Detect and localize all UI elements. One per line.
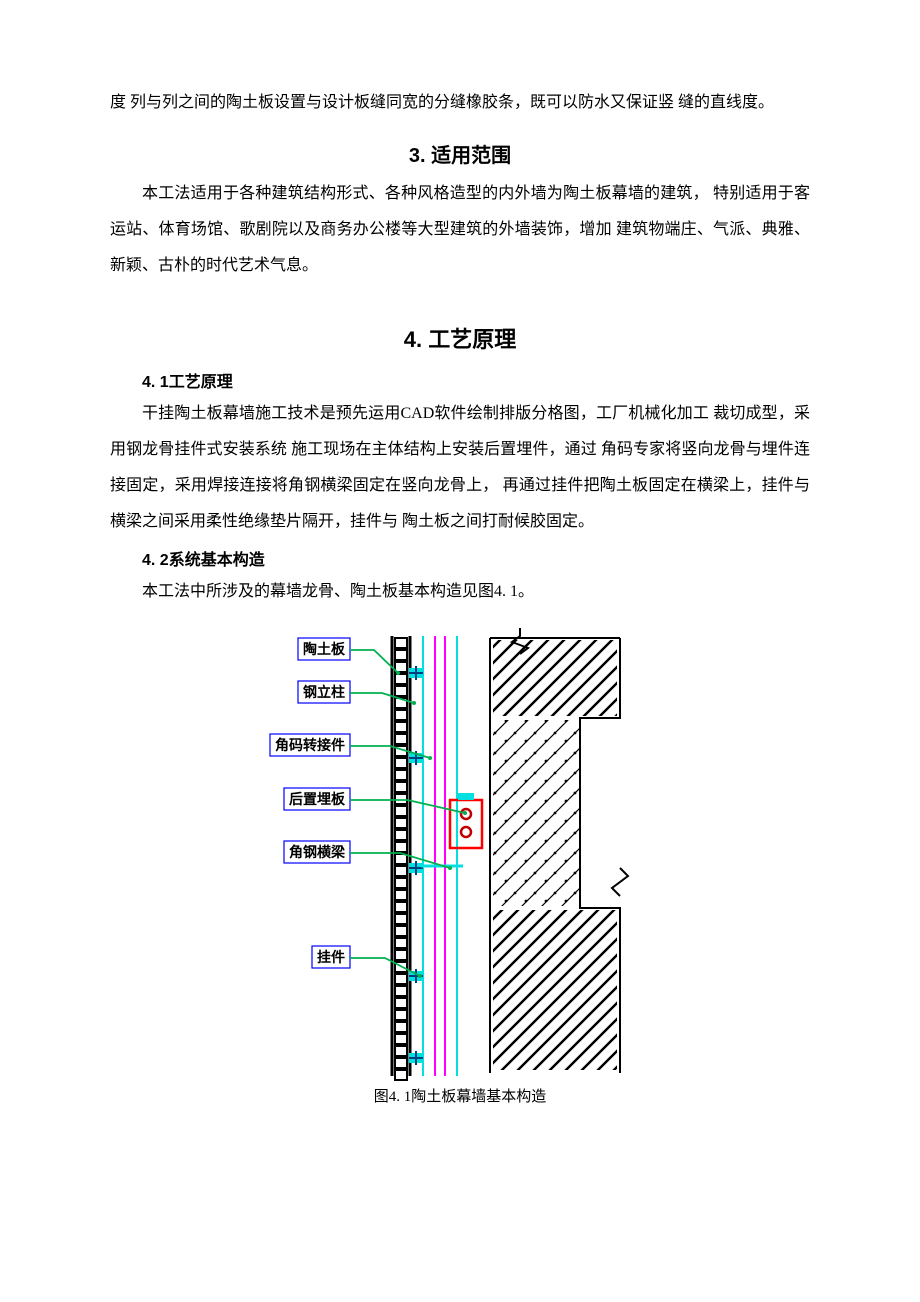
section-4-1-paragraph: 干挂陶土板幕墙施工技术是预先运用CAD软件绘制排版分格图，工厂机械化加工 裁切成…: [110, 396, 810, 540]
intro-tail-paragraph: 度 列与列之间的陶土板设置与设计板缝同宽的分缝橡胶条，既可以防水又保证竖 缝的直…: [110, 85, 810, 121]
section-3-heading: 3. 适用范围: [110, 139, 810, 168]
svg-text:角码转接件: 角码转接件: [275, 737, 345, 753]
svg-text:后置埋板: 后置埋板: [289, 791, 346, 807]
section-4-1-heading: 4. 1工艺原理: [110, 368, 810, 392]
svg-text:挂件: 挂件: [317, 949, 345, 965]
section-4-heading: 4. 工艺原理: [110, 322, 810, 354]
svg-text:角钢横梁: 角钢横梁: [289, 844, 346, 860]
figure-4-1-caption: 图4. 1陶土板幕墙基本构造: [374, 1085, 547, 1106]
section-3-paragraph: 本工法适用于各种建筑结构形式、各种风格造型的内外墙为陶土板幕墙的建筑， 特别适用…: [110, 176, 810, 284]
svg-text:陶土板: 陶土板: [303, 641, 346, 657]
svg-text:钢立柱: 钢立柱: [303, 684, 345, 700]
section-4-2-paragraph: 本工法中所涉及的幕墙龙骨、陶土板基本构造见图4. 1。: [110, 574, 810, 610]
figure-4-1-diagram: 陶土板钢立柱角码转接件后置埋板角钢横梁挂件: [240, 628, 680, 1083]
section-4-2-heading: 4. 2系统基本构造: [110, 546, 810, 570]
figure-4-1-wrapper: 陶土板钢立柱角码转接件后置埋板角钢横梁挂件 图4. 1陶土板幕墙基本构造: [110, 628, 810, 1106]
